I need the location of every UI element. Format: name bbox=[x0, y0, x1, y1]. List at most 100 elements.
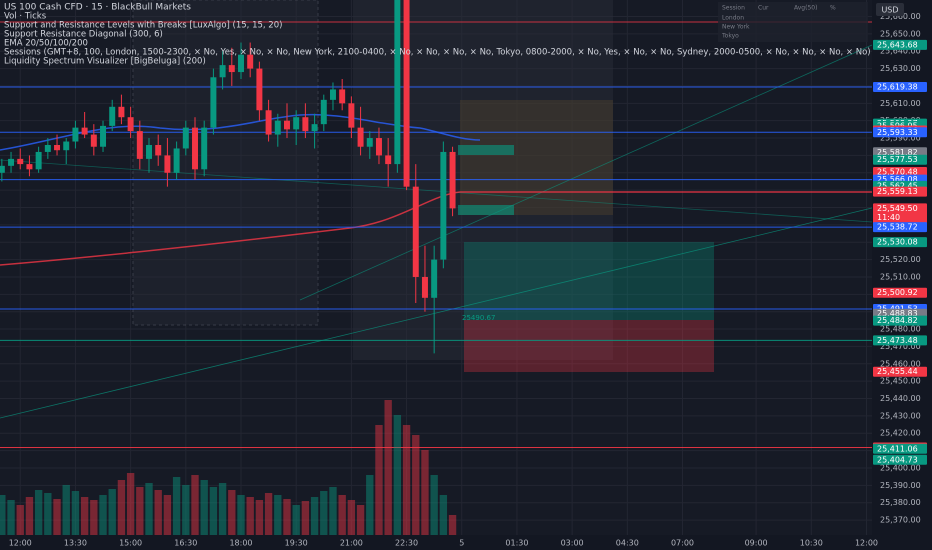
volume-bar bbox=[182, 485, 190, 535]
candle-body bbox=[127, 117, 134, 132]
candle-body bbox=[72, 127, 79, 142]
price-tag-label: 25,559.13 bbox=[877, 187, 918, 196]
candle-body bbox=[274, 120, 281, 135]
y-tick-label: 25,380.00 bbox=[880, 498, 921, 507]
axes: 25,370.0025,380.0025,390.0025,400.0025,4… bbox=[9, 12, 927, 548]
legend-line: Liquidity Spectrum Visualizer [BigBeluga… bbox=[4, 57, 206, 67]
x-tick-label: 07:00 bbox=[671, 539, 694, 548]
price-tag-label: 25,549.50 bbox=[877, 204, 918, 213]
candle-body bbox=[136, 131, 143, 159]
countdown: 11:40 bbox=[877, 213, 900, 222]
volume-bar bbox=[237, 495, 245, 535]
volume-bar bbox=[264, 493, 273, 535]
y-tick-label: 25,480.00 bbox=[880, 325, 921, 334]
stop-zone bbox=[464, 320, 714, 372]
volume-bar bbox=[218, 483, 227, 535]
x-tick-label: 19:30 bbox=[285, 539, 308, 548]
price-tag-label: 25,500.92 bbox=[877, 288, 918, 297]
volume bbox=[0, 400, 457, 535]
volume-bar bbox=[200, 480, 208, 535]
volume-bar bbox=[172, 477, 181, 535]
volume-bar bbox=[347, 500, 356, 535]
volume-bar bbox=[320, 491, 328, 535]
price-tag bbox=[873, 166, 927, 177]
volume-bar bbox=[80, 497, 89, 535]
y-tick-label: 25,400.00 bbox=[880, 463, 921, 472]
volume-bar bbox=[448, 515, 457, 535]
x-tick-label: 15:00 bbox=[119, 539, 142, 548]
zone bbox=[460, 100, 613, 215]
volume-bar bbox=[62, 485, 70, 535]
volume-bar bbox=[154, 490, 162, 535]
candle-body bbox=[44, 144, 51, 152]
candle-body bbox=[403, 0, 410, 187]
candle-body bbox=[164, 155, 171, 173]
marker-box bbox=[458, 145, 514, 155]
volume-bar bbox=[283, 499, 291, 535]
volume-bar bbox=[126, 473, 135, 535]
price-tag-label: 25,411.06 bbox=[877, 444, 918, 453]
session-box bbox=[132, 0, 319, 326]
table-header: Session bbox=[722, 5, 745, 12]
candle-body bbox=[8, 158, 15, 166]
ema-line bbox=[0, 191, 872, 266]
price-tag bbox=[873, 335, 927, 346]
candle-body bbox=[90, 134, 97, 147]
legend-line: Sessions (GMT+8, 100, London, 1500-2300,… bbox=[4, 48, 871, 58]
x-tick-label: 13:30 bbox=[64, 539, 87, 548]
volume-bar bbox=[338, 495, 346, 535]
marker-box bbox=[458, 205, 514, 215]
volume-bar bbox=[274, 495, 282, 535]
price-tag-label: 25,577.53 bbox=[877, 155, 918, 164]
time-axis bbox=[0, 535, 872, 550]
y-tick-label: 25,610.00 bbox=[880, 99, 921, 108]
price-tag-label: 25,530.08 bbox=[877, 238, 918, 247]
volume-bar bbox=[34, 490, 43, 535]
currency-box bbox=[876, 3, 904, 16]
legend-line: EMA 20/50/100/200 bbox=[4, 39, 88, 49]
volume-bar bbox=[439, 495, 448, 535]
y-tick-label: 25,510.00 bbox=[880, 272, 921, 281]
volume-bar bbox=[117, 480, 126, 535]
price-tag-label: 25,593.33 bbox=[877, 128, 918, 137]
x-tick-label: 01:30 bbox=[505, 539, 528, 548]
candle-body bbox=[17, 158, 24, 165]
candle-body bbox=[173, 148, 180, 173]
volume-bar bbox=[25, 497, 34, 535]
price-tag-label: 25,404.73 bbox=[877, 455, 918, 464]
y-tick-label: 25,460.00 bbox=[880, 359, 921, 368]
candle-body bbox=[109, 106, 116, 126]
candle-body bbox=[100, 125, 107, 147]
candle-body bbox=[146, 144, 153, 159]
volume-bar bbox=[310, 497, 319, 535]
candle-body bbox=[329, 89, 336, 100]
candle-body bbox=[210, 77, 217, 128]
legend-line: Support and Resistance Levels with Break… bbox=[4, 21, 282, 31]
price-tag bbox=[873, 237, 927, 248]
candle-body bbox=[228, 65, 235, 73]
candle-body bbox=[449, 151, 456, 209]
price-tag bbox=[873, 443, 927, 454]
volume-bar bbox=[329, 487, 337, 535]
price-tag bbox=[873, 454, 927, 465]
volume-bar bbox=[412, 435, 420, 535]
volume-bar bbox=[402, 425, 411, 535]
volume-bar bbox=[356, 505, 365, 535]
volume-bar bbox=[384, 400, 392, 535]
x-tick-label: 22:30 bbox=[395, 539, 418, 548]
candle-body bbox=[293, 117, 300, 130]
price-tag-label: 25,581.82 bbox=[877, 148, 918, 157]
x-tick-label: 18:00 bbox=[229, 539, 252, 548]
price-tag-label: 25,455.44 bbox=[877, 367, 918, 376]
diagonal-line bbox=[0, 207, 872, 419]
y-tick-label: 25,590.00 bbox=[880, 134, 921, 143]
volume-bar bbox=[228, 490, 236, 535]
candle-body bbox=[375, 138, 382, 156]
table-row: Tokyo bbox=[721, 33, 739, 40]
volume-bar bbox=[393, 415, 402, 535]
volume-bar bbox=[209, 487, 218, 535]
candle-body bbox=[35, 151, 42, 170]
grid bbox=[0, 0, 872, 535]
